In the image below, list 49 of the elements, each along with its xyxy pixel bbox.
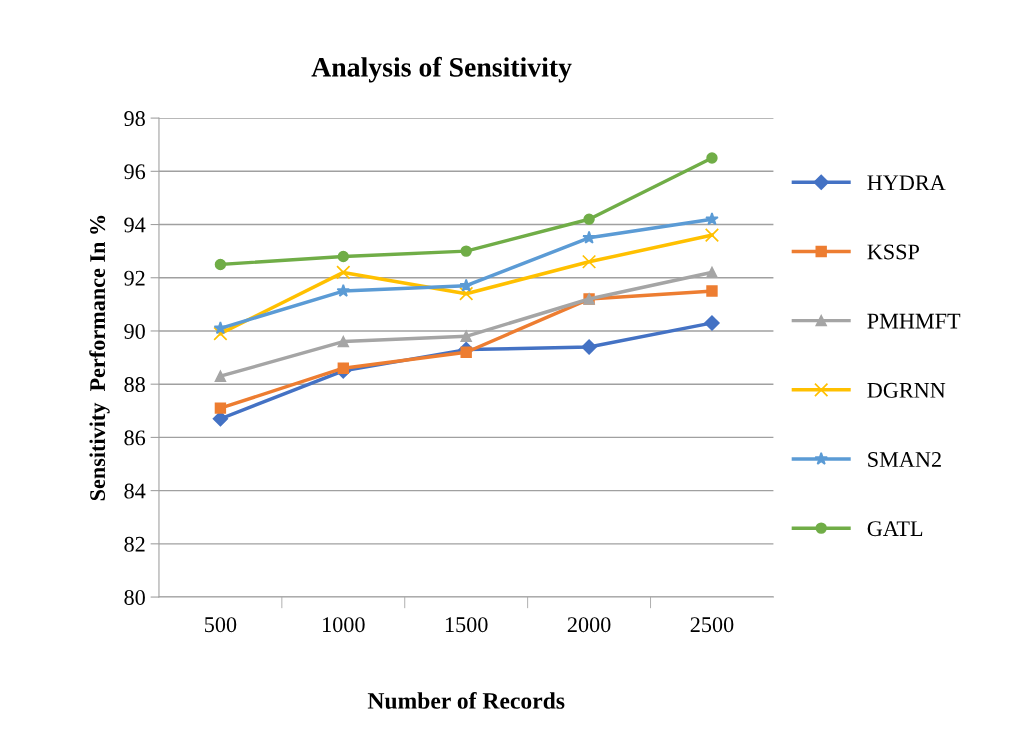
point (212, 411, 229, 427)
y-axis-title: Sensitivity Performance In % (89, 215, 110, 501)
point (705, 212, 719, 226)
point (706, 285, 718, 297)
point (213, 321, 228, 335)
y-tick-label: 84 (124, 483, 146, 499)
y-tick-label: 80 (124, 589, 145, 605)
y-tick-label: 98 (124, 111, 145, 127)
point (337, 362, 349, 374)
x-tick-label: 2500 (690, 617, 734, 633)
legend-label: SMAN2 (868, 452, 941, 467)
x-tick-label: 1500 (445, 617, 488, 633)
point (459, 286, 474, 301)
point (704, 228, 720, 243)
y-tick-label: 92 (124, 270, 145, 286)
y-tick-label: 82 (124, 536, 145, 552)
legend-label: KSSP (867, 244, 919, 260)
point (214, 402, 227, 414)
point (581, 339, 597, 355)
y-tick-label: 94 (124, 217, 146, 233)
y-tick-label: 96 (124, 164, 146, 180)
point (214, 258, 227, 271)
point (460, 330, 472, 342)
x-tick-label: 2000 (567, 617, 611, 633)
point (214, 370, 227, 382)
point (337, 335, 349, 348)
x-tick-label: 1000 (323, 617, 365, 633)
point (459, 278, 473, 292)
legend-label: PMHMFT (867, 313, 961, 329)
point (336, 283, 351, 297)
point (336, 265, 351, 280)
legend-label: GATL (867, 521, 923, 537)
legend-label: HYDRA (867, 175, 946, 191)
y-tick-label: 88 (124, 377, 145, 393)
point (581, 254, 597, 269)
chart-title: Analysis of Sensitivity (311, 56, 572, 83)
point (583, 213, 595, 225)
x-tick-label: 500 (205, 617, 237, 633)
point (460, 245, 472, 257)
point (706, 152, 718, 164)
x-axis-title: Number of Records (367, 691, 565, 709)
y-tick-label: 86 (124, 430, 146, 446)
point (582, 230, 596, 244)
point (337, 250, 349, 263)
point (460, 346, 472, 358)
y-tick-label: 90 (124, 323, 145, 339)
point (704, 315, 720, 331)
legend-label: DGRNN (867, 382, 946, 398)
point (213, 326, 228, 341)
